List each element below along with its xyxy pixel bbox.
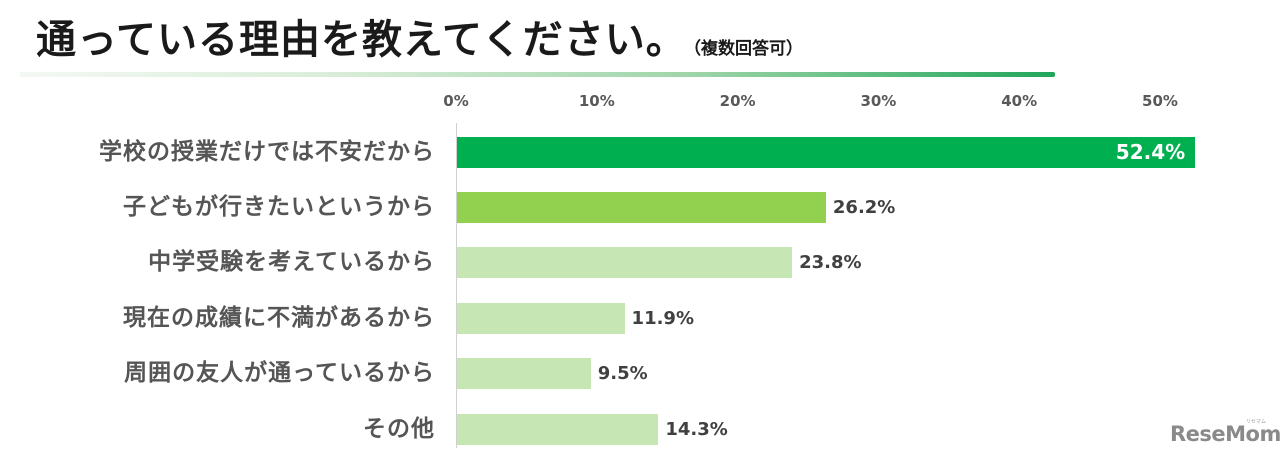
bar (457, 358, 591, 389)
chart-subtitle: （複数回答可） (684, 39, 803, 59)
category-label: 子どもが行きたいというから (123, 194, 435, 220)
category-label: 現在の成績に不満があるから (123, 305, 435, 331)
x-tick: 40% (1001, 92, 1038, 110)
value-label: 23.8% (799, 252, 862, 273)
bar (457, 303, 625, 334)
value-label: 14.3% (665, 419, 728, 440)
bar (457, 137, 1195, 168)
value-label: 11.9% (631, 308, 694, 329)
category-label: その他 (363, 416, 435, 442)
category-label: 学校の授業だけでは不安だから (99, 139, 435, 165)
value-label: 26.2% (832, 197, 896, 218)
category-label: 周囲の友人が通っているから (124, 360, 435, 386)
chart-title: 通っている理由を教えてください。 (36, 17, 687, 63)
x-tick: 20% (719, 92, 756, 110)
value-label: 9.5% (597, 363, 648, 384)
x-tick: 0% (443, 92, 469, 110)
value-label: 52.4% (1115, 140, 1186, 164)
x-tick: 30% (860, 92, 897, 110)
bar (457, 192, 826, 223)
bar (457, 414, 659, 445)
y-axis-line (456, 123, 457, 448)
bar (457, 247, 793, 278)
title-underline (20, 72, 1055, 77)
x-tick: 50% (1142, 92, 1178, 110)
x-tick: 10% (578, 92, 615, 110)
resemom-logo: ReseMom (1170, 422, 1280, 446)
category-label: 中学受験を考えているから (148, 249, 435, 275)
watermark-ruby: リセマム (1246, 419, 1267, 425)
